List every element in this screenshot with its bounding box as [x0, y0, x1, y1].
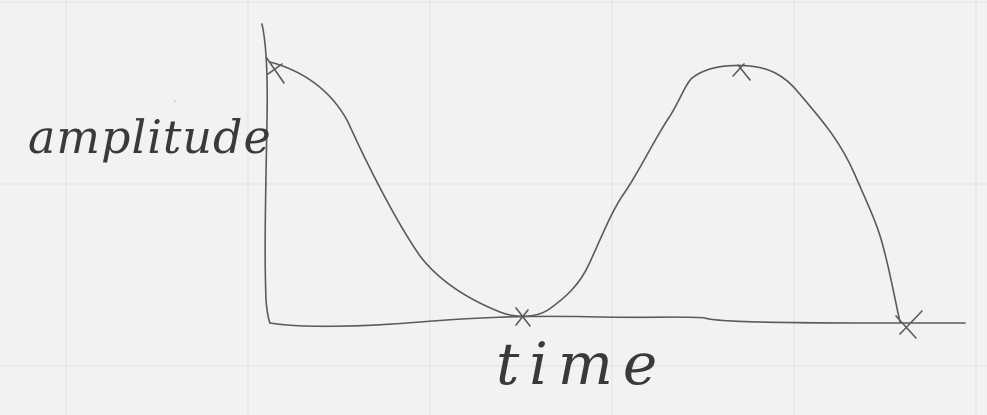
y-axis-label: amplitude [28, 110, 272, 164]
x-axis-line [269, 315, 966, 328]
y-axis-line [261, 23, 271, 324]
data-point-marker [895, 310, 923, 339]
stray-ink-dot [174, 100, 176, 102]
data-point-marker [265, 56, 285, 84]
x-axis-label: time [496, 330, 668, 398]
data-point-marker [515, 307, 531, 327]
data-point-marker [732, 63, 751, 81]
wave-curve [269, 61, 901, 323]
